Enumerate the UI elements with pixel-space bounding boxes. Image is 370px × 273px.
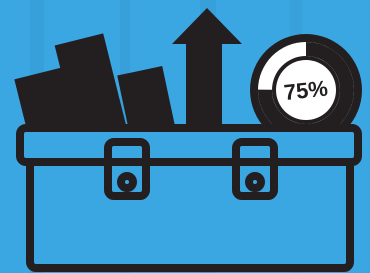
page: 75% (() => { const data = JSON.parse(doc…: [0, 0, 370, 273]
toolbox-lid: [20, 128, 358, 162]
toolbox-body: [30, 160, 350, 268]
latch-hole: [121, 176, 133, 188]
toolbox: [20, 128, 358, 268]
donut-label: 75%: [283, 76, 329, 105]
illustration: 75%: [0, 0, 370, 273]
latch-hole: [249, 176, 261, 188]
